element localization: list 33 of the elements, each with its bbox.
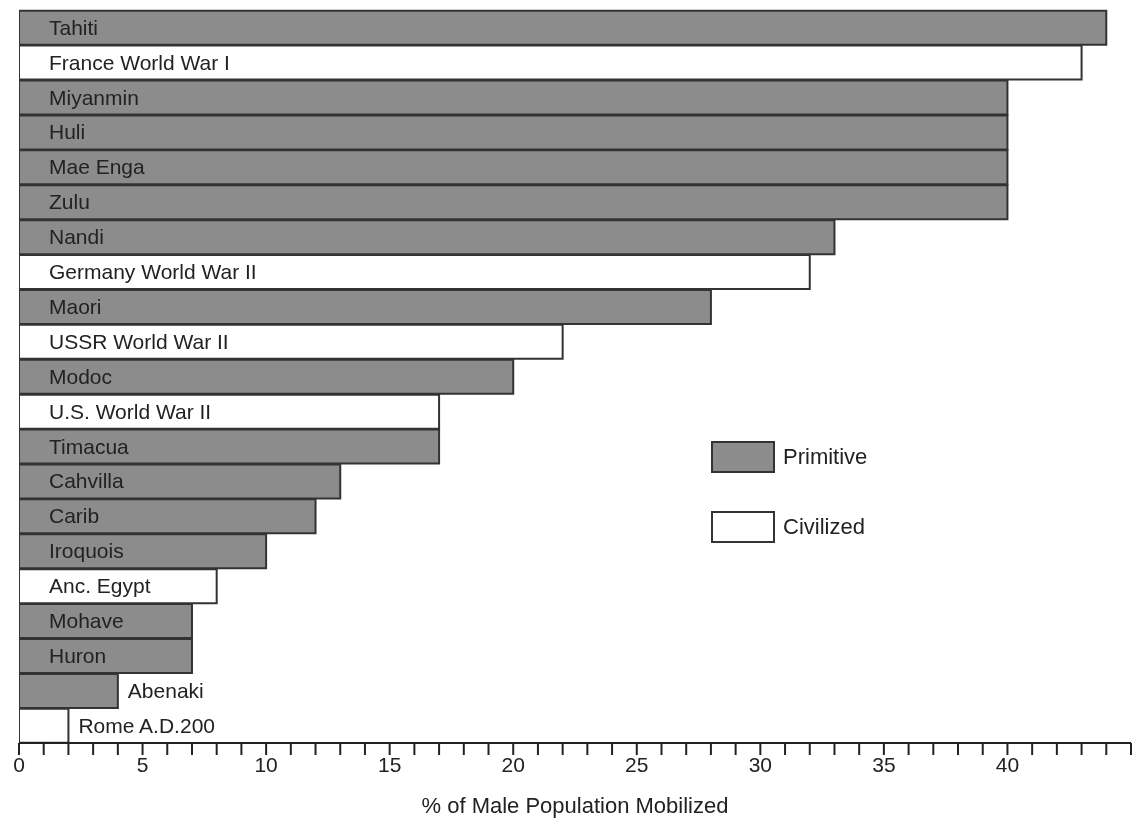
- y-tick-label: Miyanmin: [49, 85, 139, 109]
- y-tick-label: Abenaki: [127, 678, 204, 702]
- y-tick-label: Germany World War II: [49, 260, 257, 284]
- legend-label: Primitive: [783, 444, 868, 470]
- y-tick-label: Mae Enga: [49, 155, 146, 179]
- y-tick-label: U.S. World War II: [49, 399, 212, 423]
- x-tick-label: 40: [995, 752, 1020, 776]
- y-tick-label: Cahvilla: [49, 469, 125, 493]
- y-tick-label: USSR World War II: [49, 329, 229, 353]
- y-tick-label: Zulu: [49, 190, 90, 214]
- y-tick-label: Nandi: [49, 225, 104, 249]
- x-tick-label: 30: [748, 752, 773, 776]
- y-tick-label: Rome A.D.200: [78, 713, 215, 737]
- legend-label: Civilized: [783, 514, 865, 540]
- y-tick-label: Mohave: [49, 609, 124, 633]
- x-tick-label: 15: [377, 752, 402, 776]
- y-tick-label: Huron: [49, 643, 107, 667]
- y-tick-label: Maori: [49, 294, 102, 318]
- x-tick-label: 10: [254, 752, 278, 776]
- y-tick-label: Timacua: [49, 434, 130, 458]
- y-tick-label: Modoc: [49, 364, 113, 388]
- x-tick-label: 35: [872, 752, 896, 776]
- x-tick-label: 20: [501, 752, 525, 776]
- y-tick-label: Huli: [49, 120, 86, 144]
- x-tick-label: 25: [625, 752, 649, 776]
- x-tick-label: 0: [13, 752, 25, 776]
- y-tick-label: France World War I: [49, 50, 230, 74]
- y-tick-label: Anc. Egypt: [49, 574, 151, 598]
- y-tick-label: Iroquois: [49, 539, 124, 563]
- x-axis-title: % of Male Population Mobilized: [421, 793, 729, 818]
- y-tick-label: Tahiti: [49, 15, 99, 39]
- y-tick-label: Carib: [49, 504, 100, 528]
- x-tick-label: 5: [136, 752, 149, 776]
